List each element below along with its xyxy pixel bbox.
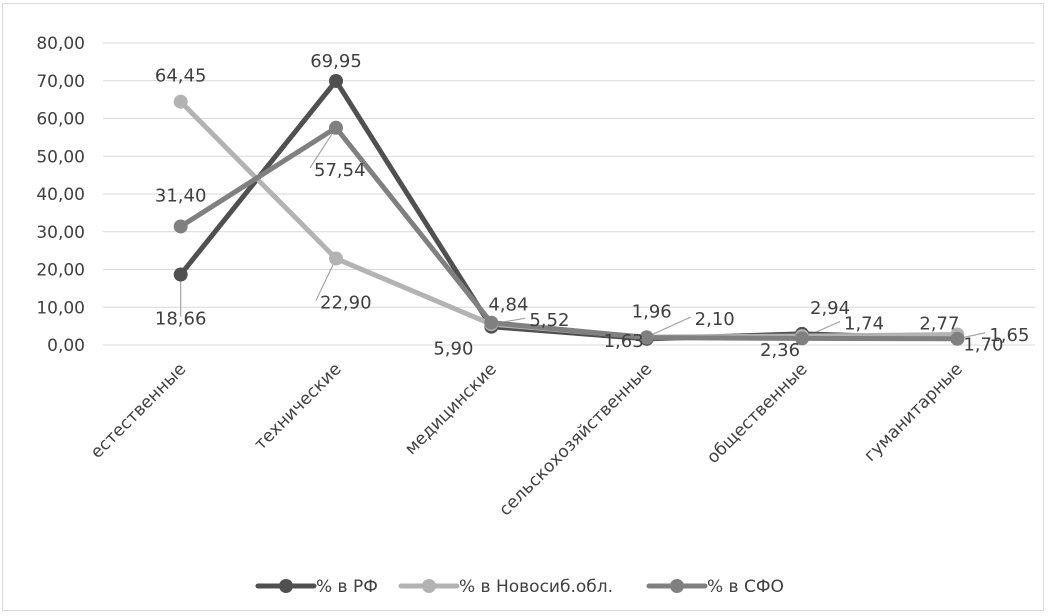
label-leader-line xyxy=(646,316,691,338)
data-point xyxy=(795,331,809,346)
data-label: 22,90 xyxy=(320,293,372,314)
legend-swatch-marker xyxy=(670,579,684,593)
data-point xyxy=(950,331,965,346)
y-tick-label: 60,00 xyxy=(36,110,85,130)
label-leader-line xyxy=(315,258,337,301)
data-label: 2,77 xyxy=(919,314,959,335)
x-category-label: естественные xyxy=(87,359,190,462)
data-label: 2,10 xyxy=(695,309,735,330)
series-line xyxy=(178,125,960,342)
data-label: 1,63 xyxy=(604,331,644,352)
data-label: 69,95 xyxy=(310,51,362,72)
y-tick-label: 80,00 xyxy=(36,34,85,54)
y-tick-label: 50,00 xyxy=(36,147,85,167)
data-point xyxy=(329,120,343,135)
data-label: 5,52 xyxy=(529,310,569,331)
data-point xyxy=(484,315,499,330)
legend-label: % в СФО xyxy=(707,577,784,597)
y-tick-label: 0,00 xyxy=(47,336,85,356)
y-tick-label: 20,00 xyxy=(36,261,85,281)
data-point xyxy=(173,219,188,234)
y-tick-label: 40,00 xyxy=(36,185,85,205)
data-label: 2,94 xyxy=(810,298,850,319)
legend-label: % в Новосиб.обл. xyxy=(459,577,613,597)
data-label: 4,84 xyxy=(488,295,528,316)
data-point xyxy=(173,94,188,109)
x-category-label: сельскохозяйственные xyxy=(495,359,656,520)
data-label: 1,96 xyxy=(632,302,672,323)
data-point xyxy=(329,251,343,266)
x-category-label: технические xyxy=(251,359,346,454)
y-tick-label: 10,00 xyxy=(36,298,85,318)
legend-swatch-marker xyxy=(422,579,436,593)
data-label: 18,66 xyxy=(155,309,207,330)
legend-label: % в РФ xyxy=(316,577,378,597)
data-label: 1,74 xyxy=(844,313,884,334)
data-label: 1,65 xyxy=(989,325,1029,346)
data-label: 31,40 xyxy=(155,185,207,206)
data-label: 57,54 xyxy=(314,160,366,181)
data-point xyxy=(173,267,188,282)
data-label: 2,36 xyxy=(760,340,800,361)
y-tick-label: 70,00 xyxy=(36,72,85,92)
x-category-label: общественные xyxy=(703,359,811,467)
legend-swatch-marker xyxy=(279,579,293,593)
data-label: 5,90 xyxy=(433,339,473,360)
y-tick-label: 30,00 xyxy=(36,223,85,243)
data-point xyxy=(639,330,654,345)
label-leader-line xyxy=(309,127,337,169)
data-label: 1,70 xyxy=(963,335,1003,356)
x-category-label: гуманитарные xyxy=(860,359,966,465)
data-label: 64,45 xyxy=(155,66,207,87)
x-category-label: медицинские xyxy=(401,359,501,459)
data-point xyxy=(329,73,343,88)
